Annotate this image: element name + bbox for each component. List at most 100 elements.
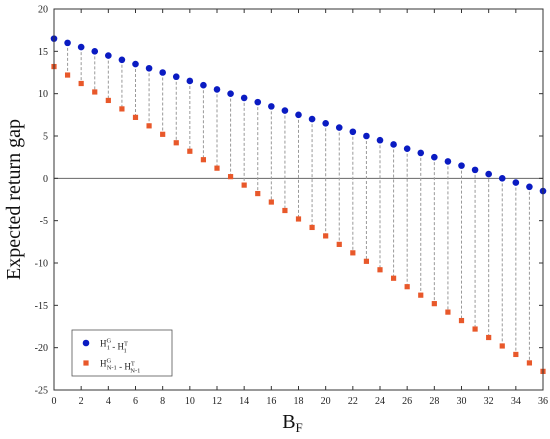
- data-point: [282, 207, 288, 214]
- legend-symbol: H: [100, 359, 107, 369]
- y-tick-label: -25: [35, 386, 48, 397]
- y-tick-label: -5: [40, 216, 48, 227]
- data-point: [335, 124, 343, 131]
- data-point: [119, 106, 125, 112]
- x-tick-label: 24: [375, 396, 385, 407]
- x-tick-label: 28: [429, 396, 439, 407]
- data-point: [172, 73, 180, 81]
- data-point: [431, 301, 437, 307]
- legend-operator: -: [110, 342, 118, 352]
- legend-marker: [83, 360, 89, 366]
- legend-subscript: N-1: [130, 368, 140, 375]
- y-tick-label: -10: [35, 259, 48, 270]
- data-point: [472, 326, 478, 332]
- data-point: [186, 77, 194, 85]
- data-point: [227, 90, 234, 97]
- x-tick-label: 18: [294, 396, 304, 407]
- legend-label: HG N-1 - HT N-1: [100, 358, 140, 375]
- x-tick-label: 10: [185, 396, 195, 407]
- data-point: [241, 182, 247, 188]
- data-point: [323, 233, 329, 239]
- data-point: [214, 165, 220, 171]
- data-point: [227, 174, 234, 180]
- plot-frame: [53, 8, 544, 391]
- y-tick-label: 15: [38, 47, 48, 58]
- legend-superscript: T: [124, 341, 128, 348]
- data-point: [64, 39, 71, 47]
- data-point: [390, 141, 397, 148]
- data-point: [132, 60, 139, 68]
- data-point: [444, 158, 452, 165]
- legend-subscript: N-1: [107, 365, 117, 372]
- x-tick-label: 14: [239, 396, 249, 407]
- x-tick-label: 8: [160, 396, 165, 407]
- data-point: [336, 241, 342, 247]
- data-point: [377, 267, 383, 273]
- data-point: [350, 250, 356, 256]
- data-point: [376, 136, 384, 144]
- data-point: [64, 72, 71, 78]
- data-point: [92, 89, 98, 95]
- data-point: [485, 170, 492, 178]
- data-point: [254, 98, 262, 106]
- data-point: [105, 97, 111, 104]
- x-tick-label: 26: [402, 396, 412, 407]
- x-axis-label-main: B: [282, 411, 295, 433]
- data-point: [418, 292, 424, 298]
- x-tick-label: 36: [538, 396, 548, 407]
- data-point: [403, 145, 411, 152]
- data-point: [200, 81, 207, 89]
- series-2: [51, 63, 546, 374]
- data-point: [513, 351, 519, 358]
- y-tick-label: 5: [43, 132, 48, 143]
- y-tick-label: 0: [43, 174, 48, 185]
- data-point: [132, 114, 139, 120]
- data-point: [471, 166, 479, 174]
- data-point: [160, 131, 166, 137]
- legend-box: [71, 329, 173, 377]
- legend-subscript: 1: [107, 345, 110, 352]
- data-point: [187, 148, 193, 154]
- data-point: [295, 216, 302, 222]
- x-tick-label: 22: [348, 396, 358, 407]
- data-point: [268, 103, 275, 110]
- data-point: [240, 94, 248, 102]
- legend-operator: -: [117, 362, 125, 372]
- x-tick-label: 30: [457, 396, 467, 407]
- data-point: [146, 123, 152, 129]
- x-axis-label: BF: [282, 411, 303, 435]
- data-point: [173, 140, 179, 146]
- data-point: [445, 309, 451, 315]
- x-tick-label: 34: [511, 396, 521, 407]
- x-tick-label: 16: [266, 396, 276, 407]
- data-point: [431, 153, 438, 161]
- x-tick-label: 6: [133, 396, 138, 407]
- y-tick-label: -15: [35, 301, 48, 312]
- x-tick-label: 12: [212, 396, 222, 407]
- data-point: [322, 120, 329, 127]
- legend-subscript: 1: [123, 348, 126, 355]
- data-point: [526, 360, 533, 366]
- legend: HG 1 - HT 1 HG N-1 - HT N-1: [71, 329, 173, 377]
- data-point: [363, 132, 370, 140]
- data-point: [105, 52, 112, 59]
- data-point: [349, 128, 357, 136]
- data-point: [159, 69, 166, 76]
- data-point: [145, 64, 153, 72]
- x-tick-label: 4: [106, 396, 111, 407]
- data-point: [78, 80, 84, 87]
- data-point: [255, 190, 261, 197]
- data-point: [295, 111, 302, 119]
- data-point: [363, 258, 370, 264]
- x-axis-label-sub: F: [296, 420, 303, 435]
- x-tick-label: 0: [52, 396, 57, 407]
- x-tick-label: 32: [484, 396, 494, 407]
- data-point: [526, 183, 533, 191]
- data-point: [390, 275, 397, 281]
- x-tick-label: 2: [79, 396, 84, 407]
- legend-superscript: G: [107, 338, 112, 345]
- data-point: [499, 343, 505, 349]
- legend-label: HG 1 - HT 1: [100, 338, 128, 355]
